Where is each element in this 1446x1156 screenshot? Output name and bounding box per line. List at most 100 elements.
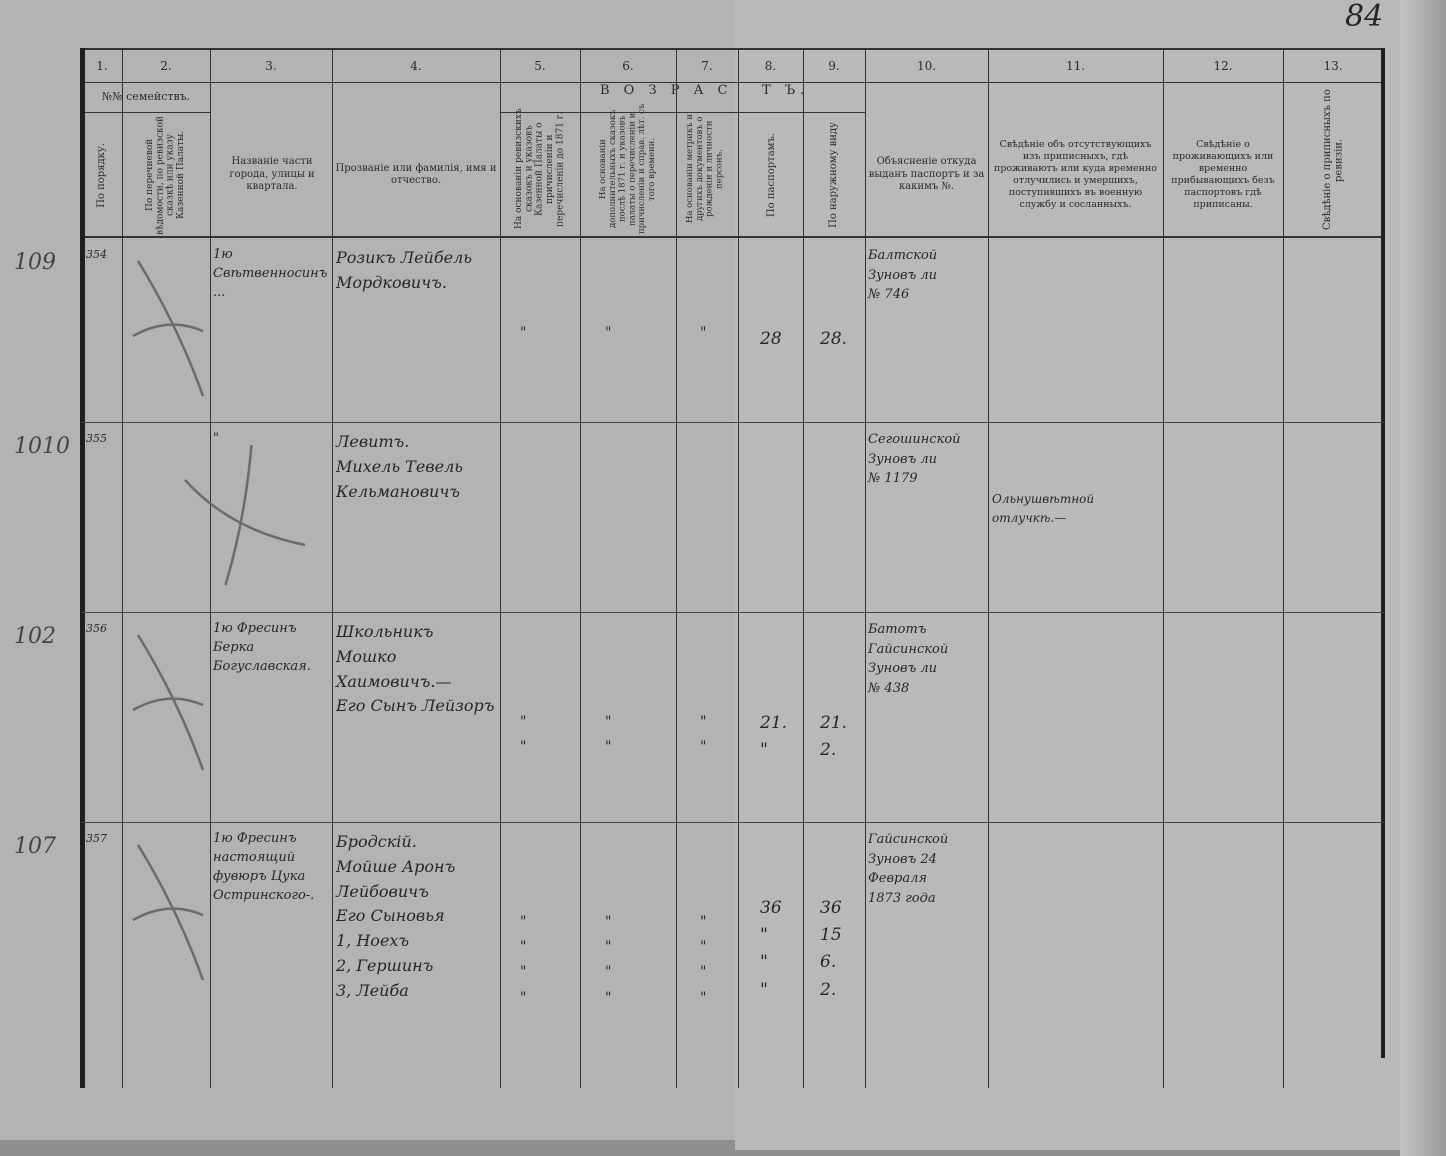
header-col6: На основаніи дополнительныхъ сказокъ пос… <box>597 103 657 235</box>
grid-line <box>738 48 739 1088</box>
family-order-number: 355 <box>86 432 107 445</box>
header-col3: Названіе части города, улицы и квартала. <box>229 156 315 193</box>
header-col8: По паспортамъ. <box>765 132 777 218</box>
grid-line <box>500 48 501 1088</box>
age-col5: " " <box>520 714 527 756</box>
person-name: Левитъ. Михель Тевель Кельмановичъ <box>336 432 463 501</box>
age-by-passport: 36 " " " <box>760 898 782 1000</box>
column-number: 11. <box>1065 58 1086 73</box>
person-name: Бродскій. Мойше Аронъ Лейбовичъ Его Сыно… <box>336 832 456 1000</box>
grid-line <box>82 236 1384 238</box>
age-by-passport: 28 <box>760 329 782 349</box>
header-cell-col7: На основаніи метрикъ и другихъ документо… <box>676 100 736 238</box>
grid-line <box>122 48 123 1088</box>
page-edge <box>1400 0 1446 1156</box>
header-col4: Прозваніе или фамилія, имя и отчество. <box>335 162 497 187</box>
margin-number: 107 <box>14 834 56 859</box>
grid-line <box>676 48 677 1088</box>
column-number: 10. <box>916 58 937 73</box>
passport-explanation: Балтской Зуновъ ли № 746 <box>868 248 938 302</box>
grid-line <box>82 82 1384 83</box>
header-cell-col1: По порядку. <box>82 112 122 238</box>
header-col7: На основаніи метрикъ и другихъ документо… <box>685 114 725 224</box>
city-part: 1ю Фресинъ Берка Богуславская. <box>213 621 311 674</box>
column-number: 7. <box>701 58 713 73</box>
column-number: 6. <box>622 58 634 73</box>
column-number: 8. <box>764 58 777 73</box>
column-number: 2. <box>160 58 172 73</box>
age-by-appearance: 21. 2. <box>820 713 848 761</box>
pencil-cross-mark <box>132 844 205 981</box>
person-name: Розикъ Лейбель Мордковичъ. <box>336 248 472 292</box>
column-number: 3. <box>265 58 277 73</box>
age-col6: " <box>605 325 612 341</box>
grid-line <box>1283 48 1284 1088</box>
header-cell-col5: На основаніи ревизскихъ сказокъ и указов… <box>500 100 580 238</box>
grid-line <box>865 48 866 1088</box>
margin-number: 109 <box>14 250 56 275</box>
age-col7: " " <box>700 714 707 756</box>
age-col6: " " " " <box>605 914 612 1006</box>
header-cell-col2: По перечневой вѣдомости, по ревизской ск… <box>122 112 210 238</box>
age-col7: " " " " <box>700 914 707 1006</box>
margin-number: 1010 <box>14 434 70 459</box>
header-cell-col9: По наружному виду <box>803 112 865 238</box>
right-page <box>735 0 1425 1150</box>
grid-line <box>988 48 989 1088</box>
column-number: 13. <box>1323 58 1343 73</box>
grid-line <box>82 112 210 113</box>
family-order-number: 356 <box>86 622 107 635</box>
grid-line <box>332 48 333 1088</box>
city-part: 1ю Фресинъ настоящий фувюръ Цука Остринс… <box>213 831 315 903</box>
passport-explanation: Гайсинской Зуновъ 24 Февраля 1873 года <box>868 832 949 906</box>
header-cell-col8: По паспортамъ. <box>740 112 803 238</box>
age-group-header-right: Т Ъ. <box>762 83 810 98</box>
age-by-passport: 21. " <box>760 713 788 761</box>
grid-line <box>1163 48 1164 1088</box>
header-col12: Свѣдѣніе о проживающихъ или временно при… <box>1171 139 1275 210</box>
header-cell-col13: Свѣдѣніе о приписныхъ по ревизіи. <box>1283 82 1383 238</box>
header-col11: Свѣдѣніе объ отсутствующихъ изъ приписны… <box>993 139 1158 210</box>
grid-line <box>82 822 1384 823</box>
pencil-cross-mark <box>132 634 205 771</box>
pencil-cross-mark <box>132 260 205 397</box>
header-col9: По наружному виду <box>828 122 840 228</box>
header-col2: По перечневой вѣдомости, по ревизской ск… <box>145 115 187 235</box>
age-col5: " " " " <box>520 914 527 1006</box>
header-col13: Свѣдѣніе о приписныхъ по ревизіи. <box>1321 89 1345 231</box>
header-col10: Объясненіе откуда выданъ паспортъ и за к… <box>868 156 985 193</box>
age-by-appearance: 36 15 6. 2. <box>820 898 842 1000</box>
grid-line <box>1381 48 1385 1058</box>
grid-line <box>82 422 1384 423</box>
margin-number: 102 <box>14 624 56 649</box>
passport-explanation: Батотъ Гайсинской Зуновъ ли № 438 <box>868 622 949 696</box>
age-group-header-left: В О З Р А С <box>600 83 733 98</box>
person-name: Школьникъ Мошко Хаимовичъ.— Его Сынъ Лей… <box>336 622 495 716</box>
city-part: 1ю Свѣтвенносинъ... <box>213 247 328 300</box>
age-by-appearance: 28. <box>820 329 848 349</box>
column-number: 5. <box>534 58 546 73</box>
age-col6: " " <box>605 714 612 756</box>
grid-line <box>580 48 581 1088</box>
column-number: 12. <box>1213 58 1233 73</box>
absence-note: Ольнушвѣтной отлучкѣ.— <box>992 492 1095 525</box>
family-order-number: 357 <box>86 832 107 845</box>
grid-line <box>803 48 804 1088</box>
grid-line <box>82 48 1384 50</box>
page-number: 84 <box>1345 0 1384 34</box>
grid-line <box>80 48 85 1088</box>
grid-line <box>738 112 865 113</box>
grid-line <box>500 112 738 113</box>
family-order-number: 354 <box>86 248 107 261</box>
families-group-header: №№ семействъ. <box>101 90 191 104</box>
header-col1: По порядку. <box>96 142 108 208</box>
city-part: " <box>213 431 219 446</box>
passport-explanation: Сегошинской Зуновъ ли № 1179 <box>868 432 961 486</box>
header-cell-col6: На основаніи дополнительныхъ сказокъ пос… <box>580 100 676 238</box>
column-number: 1. <box>96 58 108 73</box>
age-col7: " <box>700 325 707 341</box>
column-number: 9. <box>828 58 840 73</box>
age-col5: " <box>520 325 527 341</box>
header-col5: На основаніи ревизскихъ сказокъ и указов… <box>514 108 566 230</box>
column-number: 4. <box>410 58 422 73</box>
